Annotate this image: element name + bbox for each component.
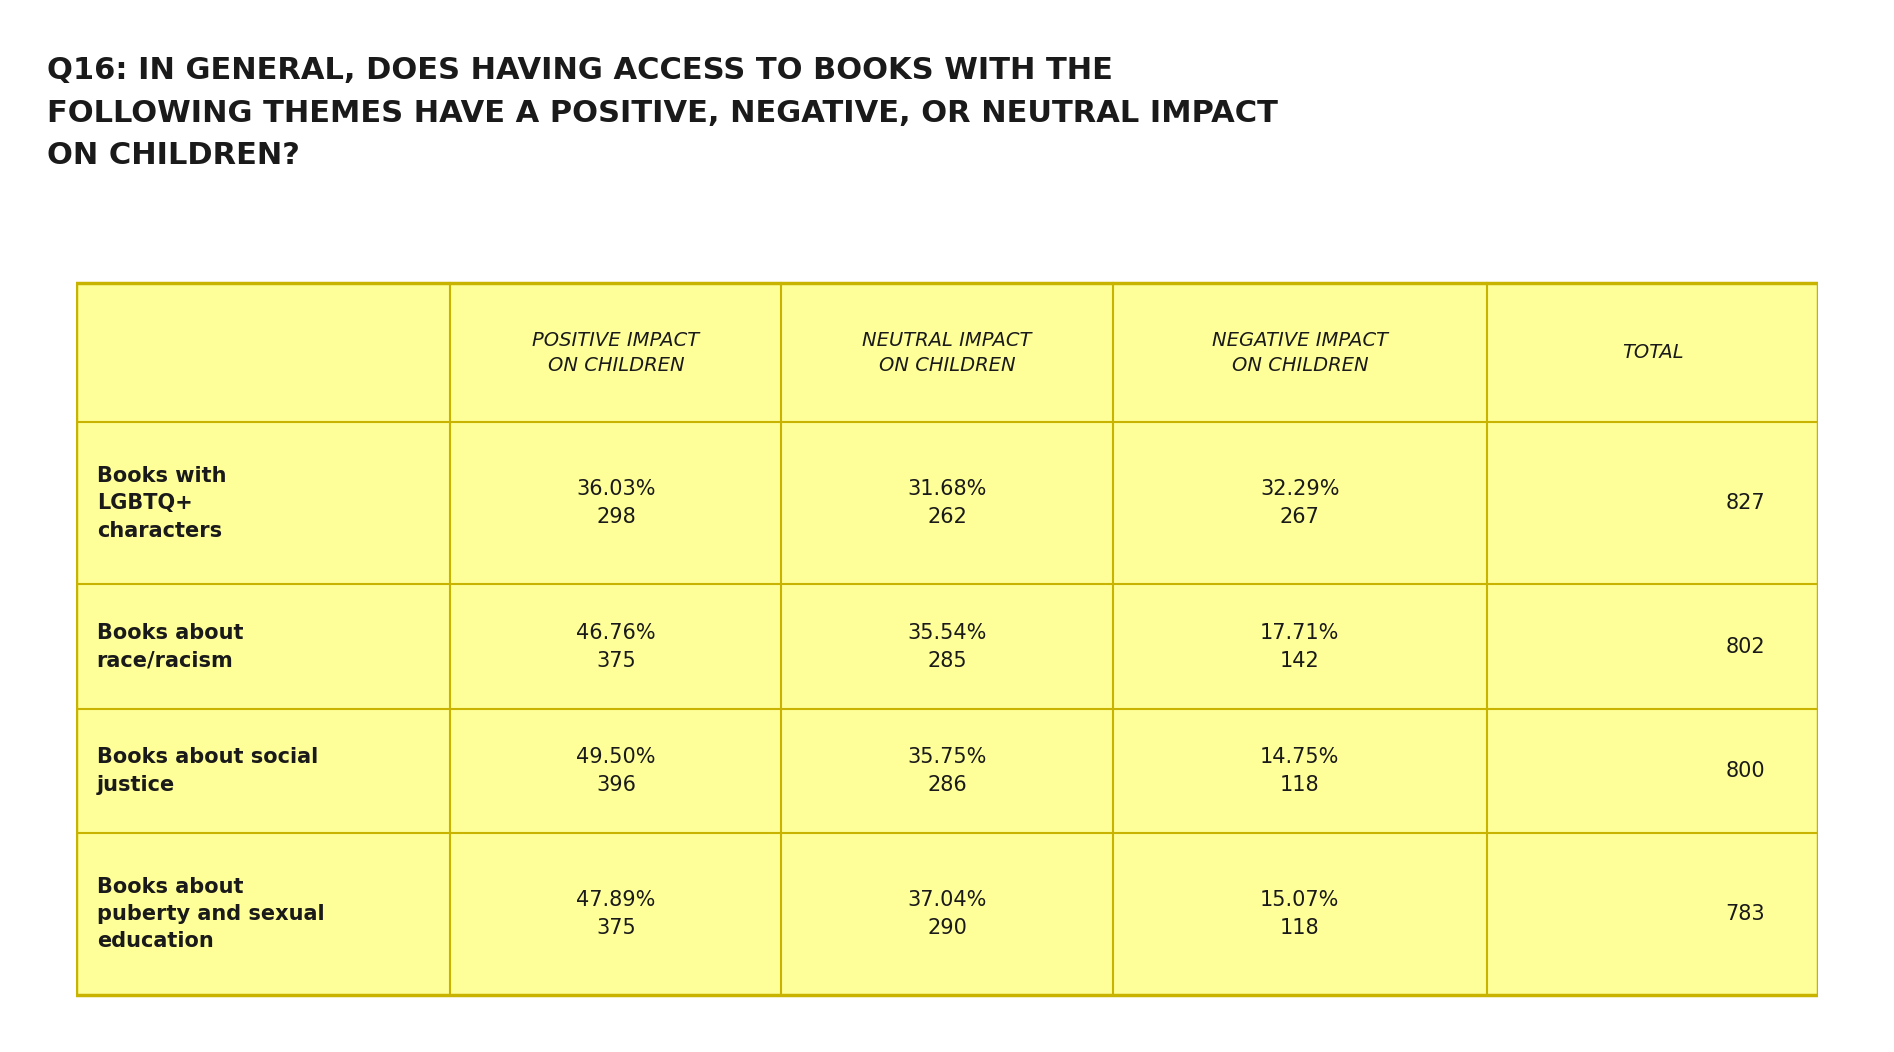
- Text: NEGATIVE IMPACT
ON CHILDREN: NEGATIVE IMPACT ON CHILDREN: [1212, 330, 1388, 375]
- Text: Books about
puberty and sexual
education: Books about puberty and sexual education: [97, 877, 324, 951]
- Text: 14.75%
118: 14.75% 118: [1260, 747, 1339, 795]
- Text: 802: 802: [1725, 636, 1765, 656]
- Text: POSITIVE IMPACT
ON CHILDREN: POSITIVE IMPACT ON CHILDREN: [532, 330, 699, 375]
- Text: Books about social
justice: Books about social justice: [97, 747, 318, 794]
- Text: Books with
LGBTQ+
characters: Books with LGBTQ+ characters: [97, 466, 225, 541]
- Text: 35.54%
285: 35.54% 285: [907, 623, 987, 670]
- Text: NEUTRAL IMPACT
ON CHILDREN: NEUTRAL IMPACT ON CHILDREN: [862, 330, 1032, 375]
- Text: 47.89%
375: 47.89% 375: [576, 890, 655, 938]
- Text: Q16: IN GENERAL, DOES HAVING ACCESS TO BOOKS WITH THE
FOLLOWING THEMES HAVE A PO: Q16: IN GENERAL, DOES HAVING ACCESS TO B…: [47, 56, 1278, 170]
- Text: 31.68%
262: 31.68% 262: [907, 480, 987, 527]
- Text: 49.50%
396: 49.50% 396: [576, 747, 655, 795]
- Text: Books about
race/racism: Books about race/racism: [97, 623, 242, 670]
- Text: 17.71%
142: 17.71% 142: [1260, 623, 1339, 670]
- Text: 46.76%
375: 46.76% 375: [576, 623, 655, 670]
- Text: 37.04%
290: 37.04% 290: [907, 890, 987, 938]
- Text: 783: 783: [1725, 904, 1765, 924]
- Text: 36.03%
298: 36.03% 298: [576, 480, 655, 527]
- Text: 32.29%
267: 32.29% 267: [1260, 480, 1339, 527]
- Text: 800: 800: [1725, 761, 1765, 781]
- Text: TOTAL: TOTAL: [1621, 343, 1684, 362]
- Text: 15.07%
118: 15.07% 118: [1260, 890, 1339, 938]
- Text: 827: 827: [1725, 493, 1765, 513]
- Text: 35.75%
286: 35.75% 286: [907, 747, 987, 795]
